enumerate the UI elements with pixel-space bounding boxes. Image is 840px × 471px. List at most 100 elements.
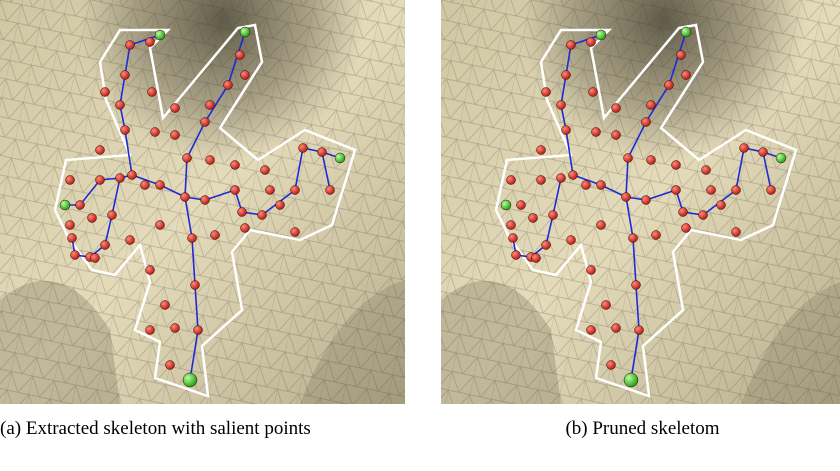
skeleton-node	[66, 221, 75, 230]
skeleton-node	[612, 131, 621, 140]
skeleton-node	[557, 101, 566, 110]
skeleton-node	[677, 51, 686, 60]
caption-text: Extracted skeleton with salient points	[26, 418, 311, 439]
skeleton-node	[181, 193, 190, 202]
salient-point	[624, 373, 638, 387]
panel-a-image	[0, 0, 405, 404]
skeleton-node	[96, 176, 105, 185]
skeleton-node	[116, 101, 125, 110]
skeleton-node	[224, 81, 233, 90]
skeleton-node	[68, 234, 77, 243]
caption-label: (b)	[565, 418, 587, 439]
salient-point	[501, 200, 511, 210]
skeleton-node	[512, 251, 521, 260]
skeleton-node	[647, 101, 656, 110]
skeleton-node	[542, 241, 551, 250]
skeleton-node	[699, 211, 708, 220]
skeleton-node	[211, 231, 220, 240]
skeleton-node	[587, 326, 596, 335]
skeleton-node	[537, 176, 546, 185]
skeleton-node	[326, 186, 335, 195]
skeleton-node	[587, 38, 596, 47]
skeleton-node	[66, 176, 75, 185]
skeleton-node	[299, 144, 308, 153]
skeleton-node	[682, 224, 691, 233]
skeleton-node	[672, 186, 681, 195]
skeleton-node	[161, 301, 170, 310]
skeleton-node	[108, 211, 117, 220]
salient-point	[681, 27, 691, 37]
salient-point	[596, 30, 606, 40]
skeleton-node	[717, 201, 726, 210]
skeleton-node	[206, 156, 215, 165]
skeleton-node	[291, 228, 300, 237]
skeleton-node	[166, 361, 175, 370]
skeleton-node	[156, 221, 165, 230]
skeleton-node	[557, 174, 566, 183]
skeleton-node	[121, 126, 130, 135]
skeleton-node	[562, 126, 571, 135]
skeleton-node	[201, 196, 210, 205]
skeleton-node	[612, 104, 621, 113]
skeleton-node	[635, 326, 644, 335]
skeleton-node	[188, 234, 197, 243]
skeleton-node	[612, 324, 621, 333]
skeleton-node	[171, 131, 180, 140]
salient-point	[183, 373, 197, 387]
skeleton-node	[532, 254, 541, 263]
salient-point	[240, 27, 250, 37]
skeleton-node	[542, 88, 551, 97]
skeleton-node	[266, 186, 275, 195]
salient-point	[155, 30, 165, 40]
skeleton-node	[201, 118, 210, 127]
salient-point	[335, 153, 345, 163]
skeleton-node	[702, 166, 711, 175]
skeleton-node	[171, 104, 180, 113]
skeleton-node	[91, 254, 100, 263]
skeleton-node	[258, 211, 267, 220]
skeleton-node	[682, 71, 691, 80]
skeleton-node	[128, 171, 137, 180]
skeleton-node	[672, 161, 681, 170]
skeleton-node	[126, 236, 135, 245]
skeleton-node	[146, 266, 155, 275]
skeleton-node	[156, 181, 165, 190]
skeleton-node	[622, 193, 631, 202]
skeleton-node	[679, 208, 688, 217]
skeleton-node	[549, 211, 558, 220]
skeleton-node	[562, 71, 571, 80]
skeleton-node	[206, 101, 215, 110]
skeleton-node	[592, 128, 601, 137]
caption-text: Pruned skeletom	[592, 418, 719, 439]
skeleton-node	[241, 224, 250, 233]
skeleton-node	[567, 41, 576, 50]
skeleton-node	[652, 231, 661, 240]
skeleton-node	[71, 251, 80, 260]
skeleton-node	[146, 326, 155, 335]
skeleton-node	[767, 186, 776, 195]
skeleton-node	[183, 154, 192, 163]
skeleton-node	[231, 161, 240, 170]
skeleton-node	[567, 236, 576, 245]
skeleton-node	[276, 201, 285, 210]
salient-point	[776, 153, 786, 163]
skeleton-node	[101, 241, 110, 250]
skeleton-node	[291, 186, 300, 195]
skeleton-node	[597, 181, 606, 190]
skeleton-node	[101, 88, 110, 97]
skeleton-node	[740, 144, 749, 153]
caption-a: (a) Extracted skeleton with salient poin…	[0, 416, 400, 441]
skeleton-node	[151, 128, 160, 137]
caption-b: (b) Pruned skeletom	[445, 416, 840, 441]
skeleton-node	[517, 201, 526, 210]
skeleton-node	[589, 88, 598, 97]
skeleton-node	[141, 181, 150, 190]
skeleton-node	[642, 118, 651, 127]
skeleton-node	[121, 71, 130, 80]
skeleton-node	[569, 171, 578, 180]
skeleton-node	[96, 146, 105, 155]
skeleton-node	[509, 234, 518, 243]
figure-images	[0, 0, 840, 410]
skeleton-node	[629, 234, 638, 243]
skeleton-node	[191, 281, 200, 290]
